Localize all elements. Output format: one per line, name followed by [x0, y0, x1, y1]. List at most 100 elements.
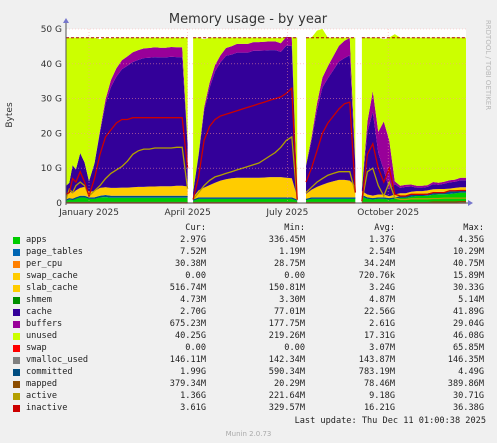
legend-max: 65.85M	[452, 343, 484, 353]
legend-max: 40.75M	[452, 259, 484, 269]
legend-name: slab_cache	[26, 283, 78, 293]
legend-max: 4.35G	[458, 235, 484, 245]
area-slab-cache	[361, 187, 466, 199]
legend-header-avg: Avg:	[374, 223, 395, 233]
area-per-cpu	[306, 197, 356, 200]
legend-max: 389.86M	[447, 379, 484, 389]
legend-avg: 17.31G	[363, 331, 395, 341]
legend-swatch	[13, 333, 20, 340]
last-update: Last update: Thu Dec 11 01:00:38 2025	[294, 416, 486, 426]
legend-name: per_cpu	[26, 259, 63, 269]
legend: Cur: Min: Avg: Max: apps 2.97G 336.45M 1.37…	[12, 222, 492, 414]
y-axis-label: Bytes	[5, 102, 15, 128]
y-tick-label: 50 G	[41, 25, 62, 35]
legend-min: 177.75M	[268, 319, 305, 329]
legend-header-cur: Cur:	[185, 223, 206, 233]
legend-swatch	[13, 273, 20, 280]
legend-max: 10.29M	[452, 247, 484, 257]
line-active	[361, 167, 466, 202]
y-tick-label: 0	[56, 199, 62, 209]
legend-swatch	[13, 285, 20, 292]
area-slab-cache	[306, 179, 356, 200]
legend-min: 219.26M	[268, 331, 305, 341]
area-apps	[66, 197, 188, 203]
line-active	[65, 146, 189, 200]
line-active	[192, 135, 298, 201]
y-axis-arrow	[63, 18, 69, 23]
legend-cur: 0.00	[185, 343, 206, 353]
area-slab-cache	[193, 177, 298, 201]
legend-swatch	[13, 345, 20, 352]
legend-avg: 1.37G	[369, 235, 395, 245]
legend-min: 336.45M	[268, 235, 305, 245]
legend-row-swap-cache: swap_cache 0.00 0.00 720.76k 15.89M	[12, 270, 492, 282]
legend-cur: 146.11M	[169, 355, 206, 365]
legend-name: swap_cache	[26, 271, 78, 281]
legend-min: 20.29M	[273, 379, 305, 389]
legend-max: 146.35M	[447, 355, 484, 365]
legend-name: shmem	[26, 295, 52, 305]
legend-cur: 2.97G	[180, 235, 206, 245]
area-unused	[306, 28, 356, 166]
legend-avg: 2.54M	[369, 247, 395, 257]
legend-row-slab-cache: slab_cache 516.74M 150.81M 3.24G 30.33G	[12, 282, 492, 294]
legend-row-vmalloc-used: vmalloc_used 146.11M 142.34M 143.87M 146.35M	[12, 354, 492, 366]
legend-cur: 7.52M	[180, 247, 206, 257]
legend-max: 30.33G	[452, 283, 484, 293]
legend-cur: 1.36G	[180, 391, 206, 401]
legend-row-swap: swap 0.00 0.00 3.07M 65.85M	[12, 342, 492, 354]
y-tick-label: 20 G	[41, 129, 62, 139]
memory-chart: Memory usage - by year Bytes RRDTOOL / T…	[5, 12, 492, 218]
y-tick-label: 40 G	[41, 60, 62, 70]
legend-name: vmalloc_used	[26, 355, 89, 365]
legend-swatch	[13, 297, 20, 304]
x-axis-arrow	[468, 200, 473, 206]
legend-max: 46.08G	[452, 331, 484, 341]
area-cache	[361, 112, 466, 197]
legend-max: 41.89G	[452, 307, 484, 317]
legend-swatch	[13, 321, 20, 328]
legend-min: 329.57M	[268, 403, 305, 413]
legend-row-buffers: buffers 675.23M 177.75M 2.61G 29.04G	[12, 318, 492, 330]
legend-min: 150.81M	[268, 283, 305, 293]
munin-version: Munin 2.0.73	[225, 430, 272, 438]
legend-row-page-tables: page_tables 7.52M 1.19M 2.54M 10.29M	[12, 246, 492, 258]
legend-avg: 34.24M	[363, 259, 395, 269]
legend-swatch	[13, 237, 20, 244]
legend-cur: 4.73M	[180, 295, 206, 305]
legend-row-cache: cache 2.70G 77.01M 22.56G 41.89G	[12, 306, 492, 318]
area-cache	[66, 56, 188, 199]
legend-header-max: Max:	[463, 223, 484, 233]
rrdtool-credit: RRDTOOL / TOBI OETIKER	[484, 20, 492, 110]
legend-min: 590.34M	[268, 367, 305, 377]
legend-name: swap	[26, 343, 47, 353]
x-tick-label: January 2025	[58, 208, 119, 218]
legend-cur: 3.61G	[180, 403, 206, 413]
legend-row-mapped: mapped 379.34M 20.29M 78.46M 389.86M	[12, 378, 492, 390]
legend-avg: 720.76k	[358, 271, 395, 281]
area-cache	[306, 55, 356, 194]
legend-min: 77.01M	[273, 307, 305, 317]
x-tick-label: April 2025	[164, 208, 210, 218]
legend-swatch	[13, 369, 20, 376]
line-committed	[361, 191, 466, 200]
legend-avg: 9.18G	[369, 391, 395, 401]
legend-name: mapped	[26, 379, 58, 389]
legend-name: committed	[26, 367, 73, 377]
legend-min: 142.34M	[268, 355, 305, 365]
legend-avg: 783.19M	[358, 367, 395, 377]
legend-cur: 2.70G	[180, 307, 206, 317]
legend-name: unused	[26, 331, 58, 341]
line-active	[305, 171, 356, 194]
legend-max: 30.71G	[452, 391, 484, 401]
legend-swatch	[13, 405, 20, 412]
x-tick-label: July 2025	[265, 208, 308, 218]
legend-cur: 1.99G	[180, 367, 206, 377]
x-tick-label: October 2025	[357, 208, 419, 218]
legend-name: inactive	[26, 403, 68, 413]
legend-cur: 40.25G	[174, 331, 206, 341]
legend-min: 221.64M	[268, 391, 305, 401]
legend-swatch	[13, 261, 20, 268]
line-inactive	[65, 117, 189, 199]
legend-name: active	[26, 391, 58, 401]
